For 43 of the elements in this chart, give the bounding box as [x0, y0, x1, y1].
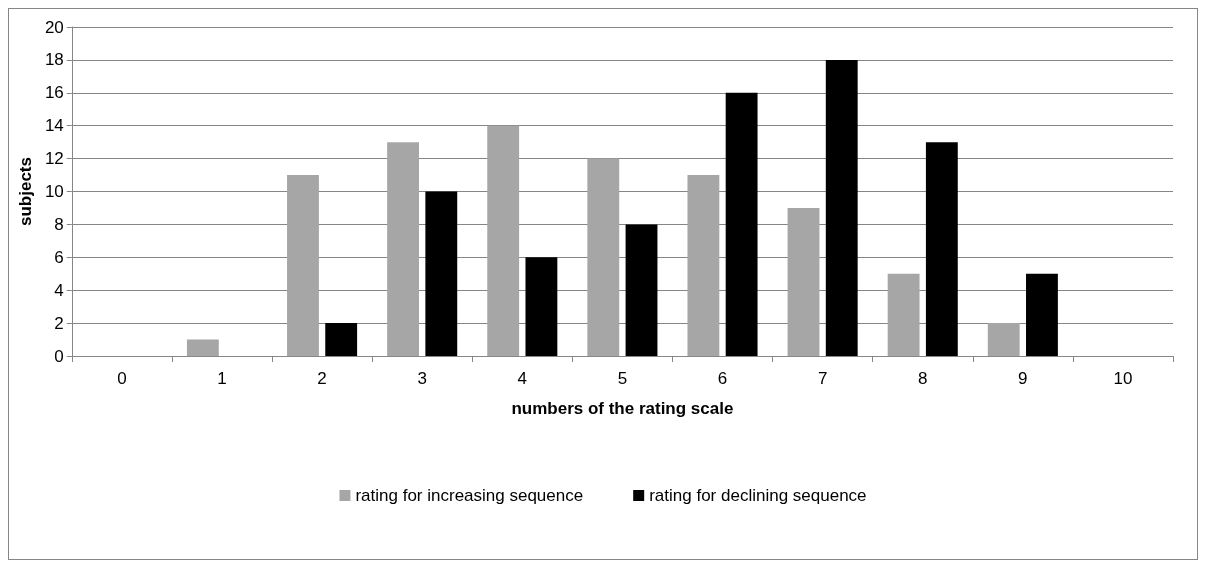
bar — [825, 59, 858, 356]
y-tick-label: 12 — [44, 149, 64, 169]
x-tick-label: 3 — [417, 369, 427, 388]
x-tick-label: 5 — [617, 369, 628, 388]
y-tick-label: 10 — [44, 182, 64, 201]
y-tick-label: 8 — [54, 214, 64, 234]
bar — [287, 175, 319, 356]
y-tick-label: 0 — [54, 346, 64, 366]
bar — [525, 257, 558, 356]
y-tick-label: 2 — [54, 313, 64, 333]
x-tick-label: 7 — [817, 369, 828, 388]
bar — [887, 273, 920, 356]
bar — [925, 142, 958, 356]
y-tick-label: 6 — [54, 247, 64, 267]
y-tick-label: 16 — [44, 83, 64, 103]
bar — [725, 92, 758, 356]
legend-label: rating for declining sequence — [649, 486, 867, 505]
bar — [587, 158, 620, 356]
y-tick-label: 18 — [44, 50, 64, 70]
bar — [687, 175, 720, 356]
y-axis-title: subjects — [16, 157, 35, 226]
y-tick-label: 14 — [44, 116, 64, 136]
bar — [487, 125, 520, 356]
x-tick-label: 9 — [1018, 369, 1028, 388]
bar — [186, 339, 219, 356]
x-tick-label: 4 — [517, 369, 528, 388]
bar — [987, 323, 1020, 356]
x-tick-label: 0 — [117, 369, 127, 388]
y-tick-label: 4 — [54, 280, 64, 300]
bar — [325, 323, 358, 356]
x-tick-label: 2 — [317, 369, 327, 388]
x-axis-title: numbers of the rating scale — [511, 399, 734, 418]
x-tick-label: 1 — [217, 369, 227, 388]
bar — [625, 224, 658, 356]
bar — [387, 142, 419, 356]
legend-label: rating for increasing sequence — [355, 486, 584, 505]
x-tick-label: 8 — [917, 369, 928, 388]
bar — [425, 191, 458, 356]
x-tick-label: 6 — [717, 369, 728, 388]
bar — [787, 207, 820, 356]
x-tick-label: 10 — [1113, 369, 1133, 388]
bar — [1026, 273, 1058, 356]
y-tick-label: 20 — [44, 17, 64, 37]
